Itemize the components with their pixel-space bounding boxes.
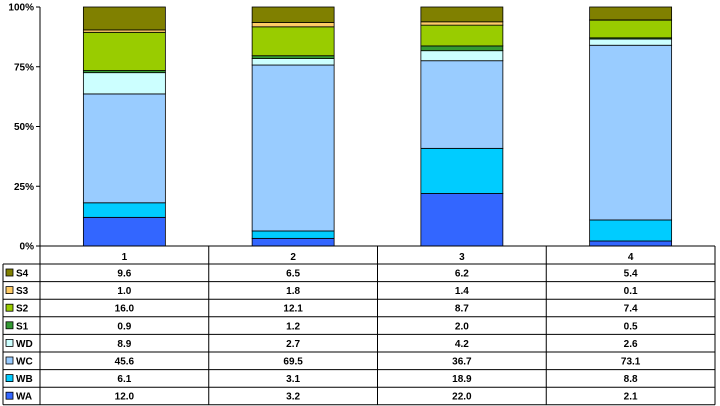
row-label-s2: S2 [16, 304, 29, 315]
legend-key-s2 [5, 303, 14, 312]
bar-segment-wb-3 [420, 147, 504, 194]
bar-segment-s4-2 [251, 6, 335, 23]
legend-key-s3 [5, 286, 14, 295]
data-label: 9.6 [117, 269, 131, 280]
data-label: 0.5 [624, 321, 638, 332]
bar-segment-wc-3 [420, 60, 504, 149]
bar-segment-wd-2 [251, 58, 335, 66]
bar-segment-wb-2 [251, 230, 335, 239]
bar-segment-wd-3 [420, 50, 504, 62]
bar-segment-wc-1 [82, 93, 166, 204]
bar-segment-s4-3 [420, 6, 504, 23]
bar-segment-s2-2 [251, 26, 335, 57]
bar-segment-s4-4 [589, 6, 673, 21]
data-label: 1.4 [455, 286, 469, 297]
y-tick-label: 0% [20, 242, 35, 253]
bar-segment-s4-1 [82, 6, 166, 31]
data-label: 69.5 [283, 357, 303, 368]
legend-key-wa [5, 391, 14, 400]
y-tick-label: 50% [14, 122, 34, 133]
data-label: 8.8 [624, 374, 638, 385]
bar-segment-wc-4 [589, 44, 673, 221]
data-label: 16.0 [115, 304, 135, 315]
bar-segment-s2-4 [589, 19, 673, 39]
legend-key-s1 [5, 321, 14, 330]
row-label-s1: S1 [16, 321, 29, 332]
y-tick-label: 75% [14, 62, 34, 73]
bar-segment-s2-3 [420, 24, 504, 47]
row-label-s3: S3 [16, 286, 29, 297]
bar-segment-wd-4 [589, 38, 673, 46]
bar-segment-s1-2 [251, 55, 335, 59]
category-label: 1 [122, 252, 128, 263]
data-label: 1.2 [286, 321, 300, 332]
bar-segment-wb-1 [82, 202, 166, 218]
data-label: 5.4 [624, 269, 638, 280]
data-label: 0.1 [624, 286, 638, 297]
bar-segment-wa-2 [251, 237, 335, 247]
data-label: 12.0 [115, 392, 135, 403]
data-label: 6.1 [117, 374, 131, 385]
data-label: 6.2 [455, 269, 469, 280]
category-label: 2 [290, 252, 296, 263]
category-label: 3 [459, 252, 465, 263]
data-label: 12.1 [283, 304, 303, 315]
data-table: 1 2 3 4 S4 9.6 6.5 6.2 5.4 S3 1.0 1.8 1.4 0.1 S2 16.0 12… [2, 246, 716, 406]
data-label: 8.7 [455, 304, 469, 315]
legend-key-wb [5, 374, 14, 383]
data-label: 1.8 [286, 286, 300, 297]
bar-segment-s2-1 [82, 31, 166, 71]
data-label: 2.1 [624, 392, 638, 403]
bar-segment-wa-1 [82, 216, 166, 247]
y-tick-label: 25% [14, 182, 34, 193]
legend-key-wd [5, 338, 14, 347]
data-label: 3.2 [286, 392, 300, 403]
legend-key-s4 [5, 268, 14, 277]
data-label: 22.0 [452, 392, 472, 403]
row-label-s4: S4 [16, 269, 29, 280]
data-label: 2.7 [286, 339, 300, 350]
data-label: 6.5 [286, 269, 300, 280]
data-label: 1.0 [117, 286, 131, 297]
legend-key-wc [5, 356, 14, 365]
data-label: 2.0 [455, 321, 469, 332]
bar-segment-wb-4 [589, 219, 673, 242]
bar-segment-wa-3 [420, 193, 504, 247]
data-label: 0.9 [117, 321, 131, 332]
bar-segment-wc-2 [251, 64, 335, 232]
bar-segment-s3-2 [251, 22, 335, 28]
bar-segment-wd-1 [82, 72, 166, 95]
row-label-wb: WB [16, 374, 33, 385]
row-label-wd: WD [16, 339, 33, 350]
category-label: 4 [628, 252, 634, 263]
data-label: 2.6 [624, 339, 638, 350]
bars [82, 6, 673, 247]
data-label: 3.1 [286, 374, 300, 385]
bar-segment-wa-4 [589, 240, 673, 247]
row-label-wa: WA [16, 392, 32, 403]
data-label: 7.4 [624, 304, 638, 315]
data-label: 36.7 [452, 357, 472, 368]
data-label: 18.9 [452, 374, 472, 385]
data-label: 8.9 [117, 339, 131, 350]
row-label-wc: WC [16, 357, 33, 368]
data-label: 4.2 [455, 339, 469, 350]
data-label: 45.6 [115, 357, 135, 368]
bar-segment-s3-3 [420, 21, 504, 26]
y-tick-label: 100% [8, 3, 34, 14]
bar-segment-s1-3 [420, 45, 504, 52]
data-label: 73.1 [621, 357, 641, 368]
